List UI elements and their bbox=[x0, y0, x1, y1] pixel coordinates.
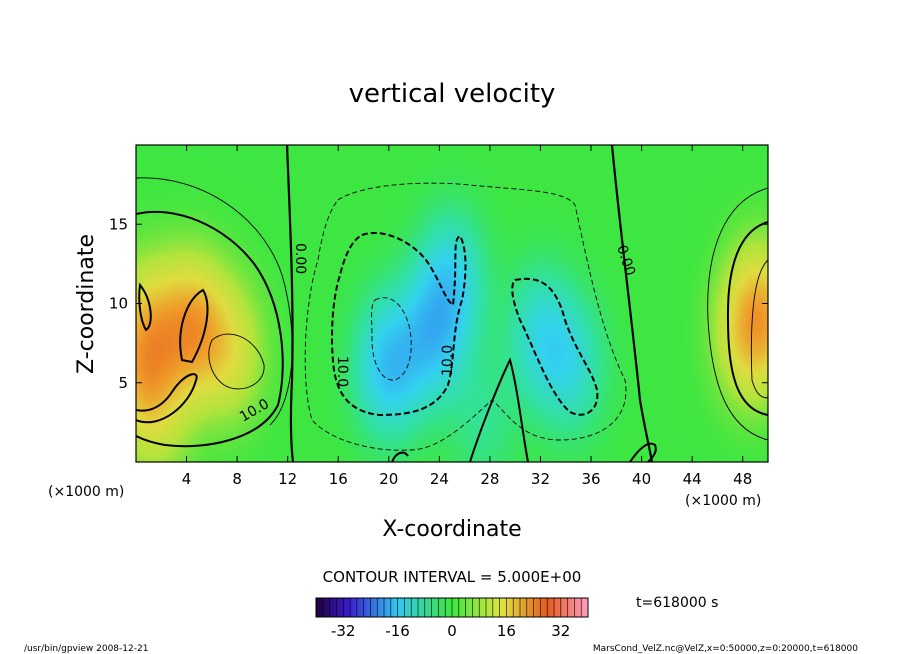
y-tick-label: 10 bbox=[109, 295, 128, 313]
chart-title: vertical velocity bbox=[349, 79, 556, 109]
contour-neg-10 bbox=[331, 232, 467, 417]
x-tick-label: 40 bbox=[632, 470, 651, 488]
x-tick-label: 8 bbox=[232, 470, 242, 488]
contour-pos-left-low bbox=[136, 373, 198, 424]
y-tick-label: 15 bbox=[109, 215, 128, 233]
x-axis-label: X-coordinate bbox=[382, 517, 521, 542]
contour-neg-5 bbox=[304, 182, 627, 451]
velocity-heatmap bbox=[136, 145, 768, 462]
x-tick-label: 12 bbox=[278, 470, 297, 488]
z-unit-label: (×1000 m) bbox=[48, 484, 124, 500]
contour-pos-left-10 bbox=[136, 210, 284, 448]
contour-label-zero-left: 0.00 bbox=[292, 243, 308, 274]
x-tick-label: 4 bbox=[182, 470, 192, 488]
contour-pos-left-20 bbox=[138, 282, 152, 332]
colorbar-tick-label: -32 bbox=[331, 622, 356, 640]
contour-pos-bottom-left bbox=[391, 451, 409, 462]
x-tick-label: 28 bbox=[480, 470, 499, 488]
colorbar-tick-label: 16 bbox=[497, 622, 516, 640]
contour-neg-10b bbox=[511, 277, 599, 416]
x-tick-label: 16 bbox=[329, 470, 348, 488]
x-tick-label: 24 bbox=[430, 470, 449, 488]
contour-zero-right bbox=[610, 145, 654, 462]
contour-pos-right-15 bbox=[750, 259, 768, 399]
contour-pos-left-15 bbox=[179, 288, 209, 364]
x-tick-label: 20 bbox=[379, 470, 398, 488]
footer-right: MarsCond_VelZ.nc@VelZ,x=0:50000,z=0:2000… bbox=[593, 644, 858, 654]
colorbar-tick-label: -16 bbox=[385, 622, 410, 640]
y-tick-label: 5 bbox=[118, 374, 128, 392]
contour-pos-left-5 bbox=[136, 177, 293, 426]
contour-neg-15 bbox=[371, 297, 412, 381]
colorbar bbox=[315, 597, 589, 618]
contour-label-neg-left: 10.0 bbox=[334, 356, 350, 387]
colorbar-tick-label: 32 bbox=[551, 622, 570, 640]
x-unit-label: (×1000 m) bbox=[685, 493, 761, 509]
y-axis-label: Z-coordinate bbox=[74, 234, 99, 374]
colorbar-tick-label: 0 bbox=[447, 622, 457, 640]
contour-interval: CONTOUR INTERVAL = 5.000E+00 bbox=[323, 568, 582, 586]
contour-pos-bottom-mid bbox=[469, 357, 529, 462]
x-tick-label: 48 bbox=[733, 470, 752, 488]
plot-area: 0.00 0.00 10.0 10.0 10.0 bbox=[135, 144, 769, 463]
footer-left: /usr/bin/gpview 2008-12-21 bbox=[24, 644, 148, 654]
contour-pos-bottom-right bbox=[629, 442, 657, 462]
contour-label-neg-mid: 10.0 bbox=[440, 345, 456, 376]
contour-pos-left-10b bbox=[208, 333, 265, 390]
x-tick-label: 36 bbox=[581, 470, 600, 488]
x-tick-label: 32 bbox=[531, 470, 550, 488]
contour-pos-right-5 bbox=[707, 187, 768, 441]
x-tick-label: 44 bbox=[683, 470, 702, 488]
contour-pos-right-10 bbox=[726, 221, 768, 416]
time-label: t=618000 s bbox=[636, 595, 718, 611]
